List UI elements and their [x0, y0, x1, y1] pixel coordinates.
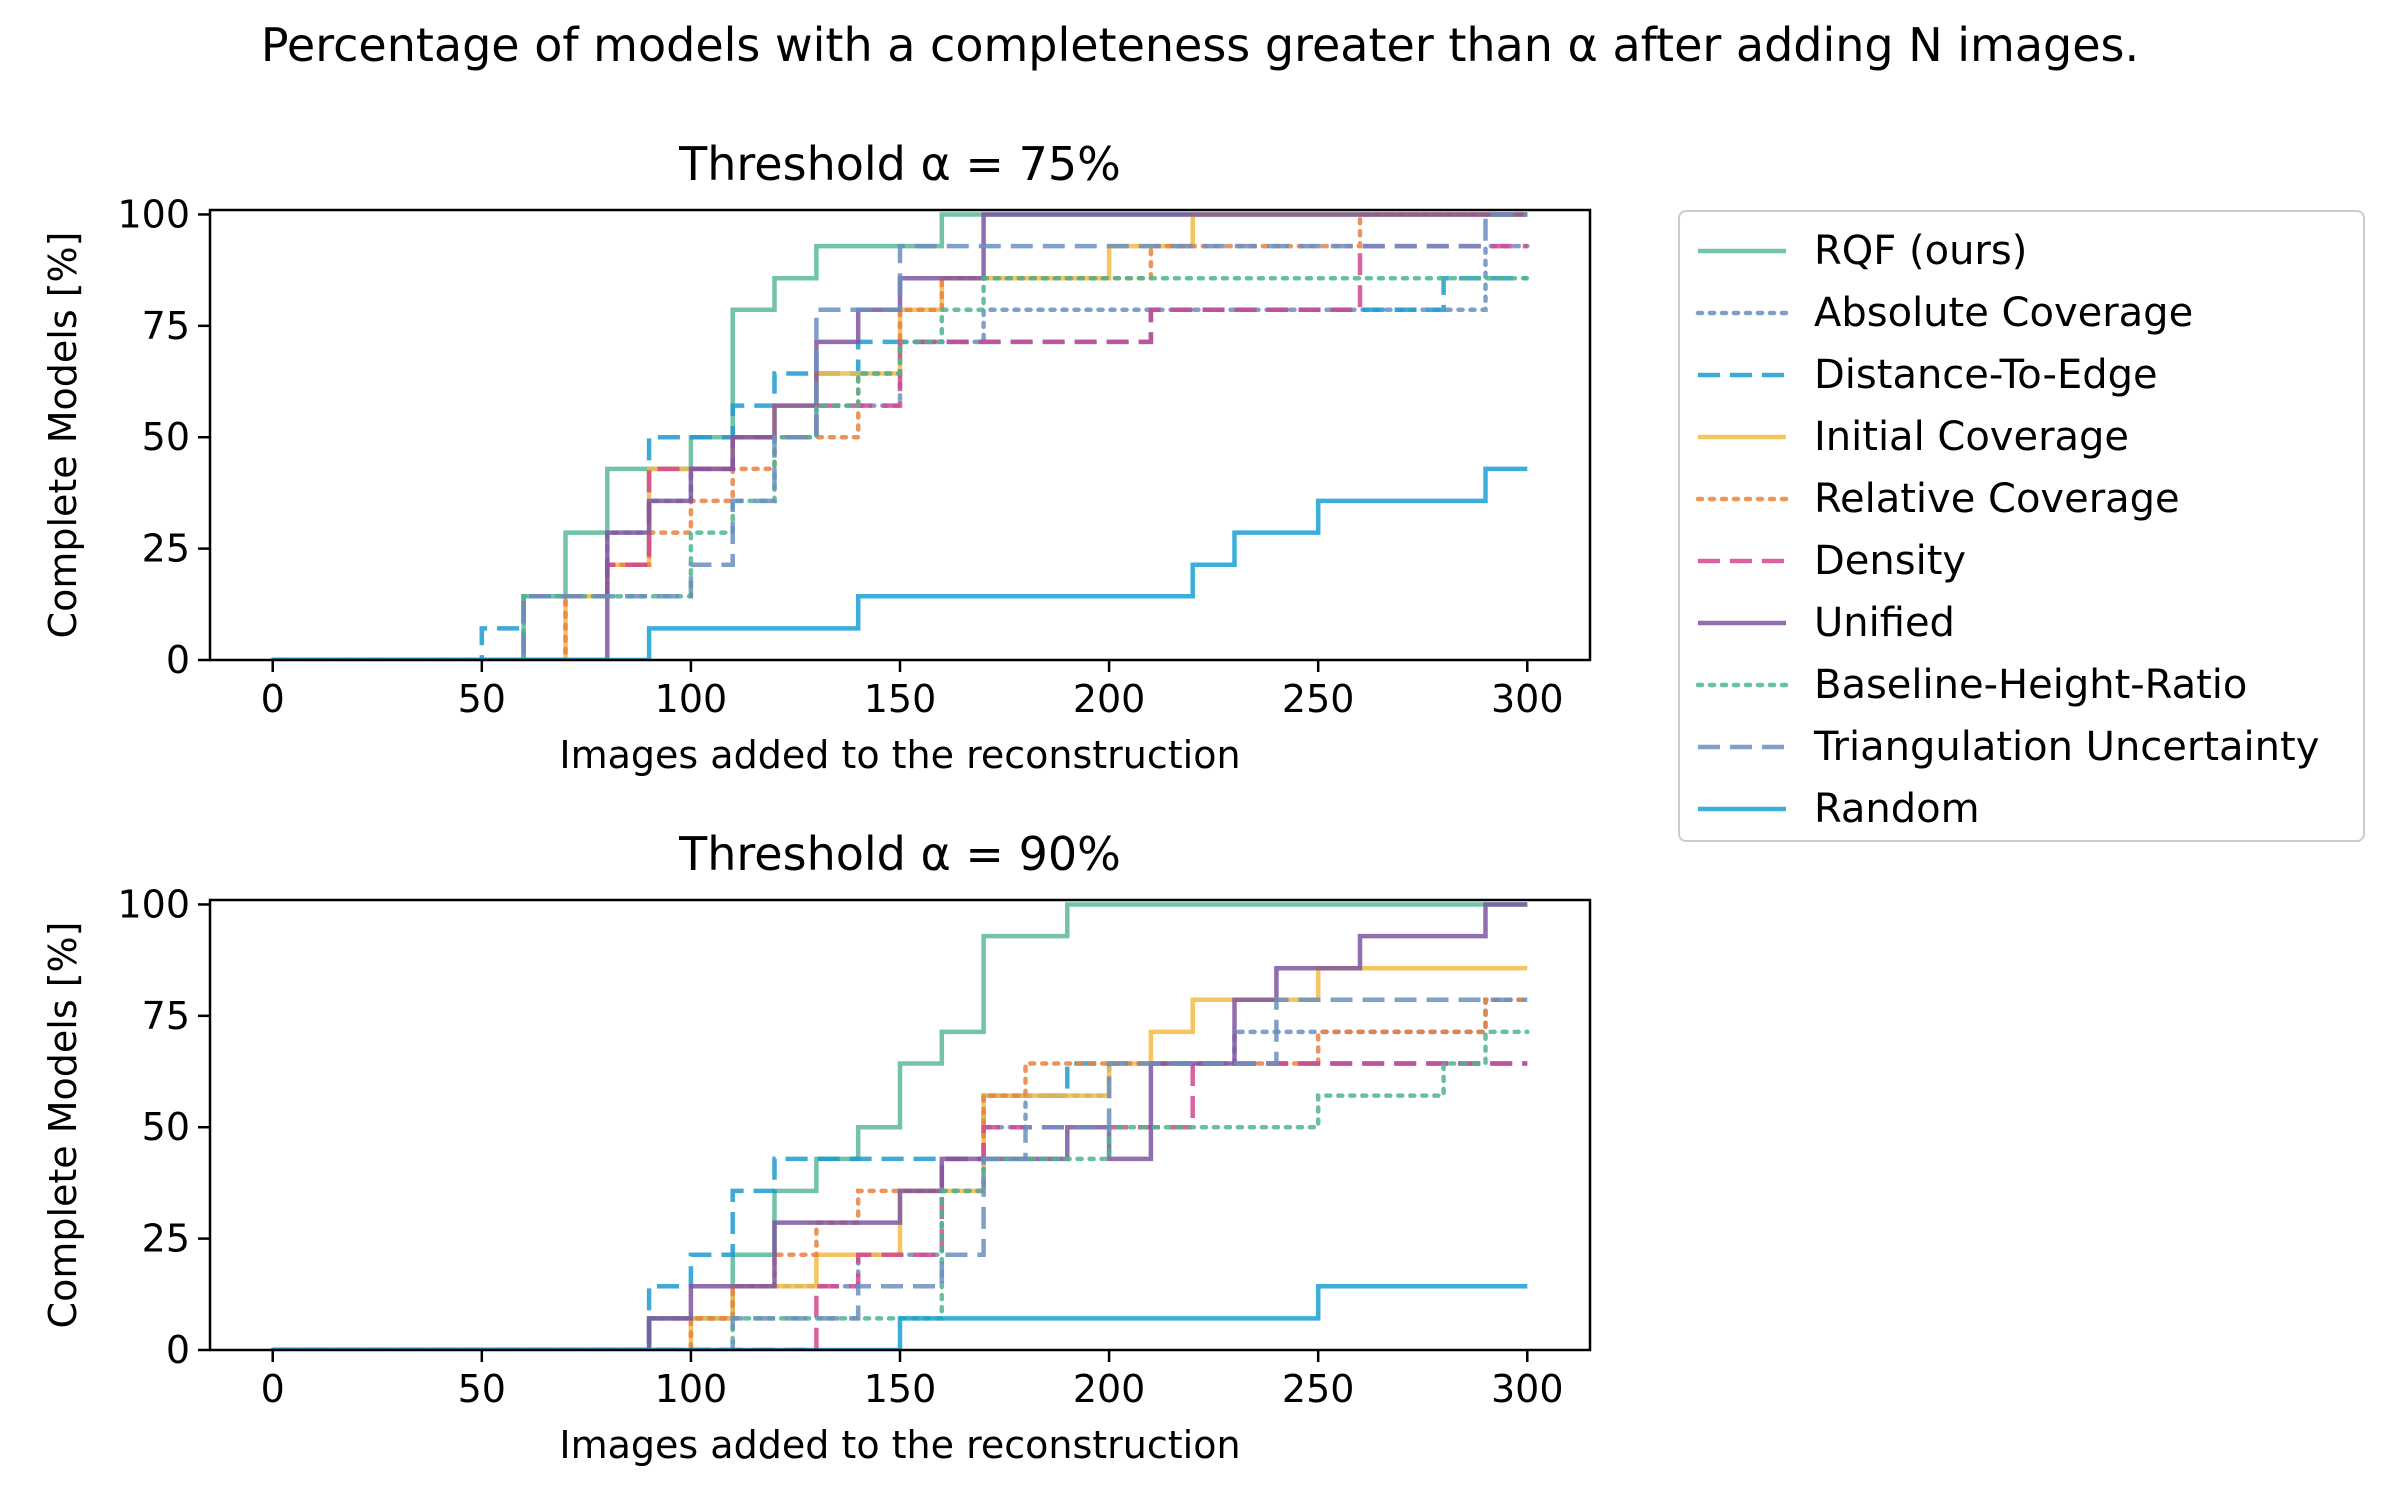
y-tick-label: 75 — [142, 304, 190, 348]
series-line-triangulation-uncertainty — [272, 212, 1528, 660]
y-tick-label: 25 — [142, 1217, 190, 1261]
legend-label: Unified — [1814, 600, 1955, 646]
legend-label: Random — [1814, 786, 1980, 832]
legend: RQF (ours) Absolute Coverage Distance-To-E… — [1678, 210, 2365, 842]
x-tick-label: 100 — [655, 677, 728, 721]
y-tick-label: 100 — [117, 882, 190, 926]
legend-item: Unified — [1680, 594, 2363, 656]
legend-swatch — [1698, 744, 1786, 750]
chart-title: Threshold α = 90% — [678, 827, 1121, 881]
legend-swatch — [1698, 248, 1786, 254]
series-line-absolute-coverage — [270, 997, 1530, 1350]
x-tick-label: 0 — [261, 677, 285, 721]
legend-label: Density — [1814, 538, 1967, 584]
legend-label: Absolute Coverage — [1814, 290, 2194, 336]
legend-swatch — [1695, 310, 1789, 316]
x-tick-label: 250 — [1282, 1367, 1355, 1411]
legend-swatch — [1698, 372, 1786, 378]
y-tick-label: 0 — [166, 1328, 190, 1372]
chart-title: Threshold α = 75% — [678, 137, 1121, 191]
x-tick-label: 200 — [1073, 1367, 1146, 1411]
figure-title: Percentage of models with a completeness… — [260, 18, 2140, 72]
series-line-random — [272, 466, 1528, 660]
legend-item: Absolute Coverage — [1680, 284, 2363, 346]
legend-item: Distance-To-Edge — [1680, 346, 2363, 408]
x-tick-label: 250 — [1282, 677, 1355, 721]
legend-swatch — [1698, 434, 1786, 440]
y-tick-label: 0 — [166, 638, 190, 682]
legend-item: Density — [1680, 532, 2363, 594]
chart-panel-1: Threshold α = 75% 0 50 100 150 200 250 300 0 25 50… — [41, 137, 1592, 777]
legend-label: Relative Coverage — [1814, 476, 2180, 522]
legend-swatch — [1695, 682, 1789, 688]
legend-item: Relative Coverage — [1680, 470, 2363, 532]
y-axis-label: Complete Models [%] — [41, 922, 85, 1329]
chart-panel-2: Threshold α = 90% 0 50 100 150 200 250 300 0 25 50… — [41, 827, 1592, 1467]
x-axis-label: Images added to the reconstruction — [559, 1423, 1240, 1467]
x-tick-label: 50 — [458, 1367, 506, 1411]
x-tick-label: 50 — [458, 677, 506, 721]
y-tick-label: 50 — [142, 1105, 190, 1149]
legend-item: Random — [1680, 780, 2363, 842]
legend-swatch — [1698, 558, 1786, 564]
y-tick-label: 25 — [142, 527, 190, 571]
legend-item: RQF (ours) — [1680, 222, 2363, 284]
x-tick-label: 200 — [1073, 677, 1146, 721]
legend-label: Initial Coverage — [1814, 414, 2130, 460]
legend-swatch — [1698, 806, 1786, 812]
series-line-rqf-ours — [272, 902, 1528, 1350]
y-tick-label: 50 — [142, 415, 190, 459]
x-tick-label: 0 — [261, 1367, 285, 1411]
x-tick-label: 100 — [655, 1367, 728, 1411]
legend-item: Initial Coverage — [1680, 408, 2363, 470]
y-tick-label: 100 — [117, 192, 190, 236]
x-tick-label: 300 — [1491, 677, 1564, 721]
legend-label: RQF (ours) — [1814, 228, 2028, 274]
series-line-triangulation-uncertainty — [272, 997, 1528, 1350]
x-tick-label: 300 — [1491, 1367, 1564, 1411]
x-tick-label: 150 — [864, 1367, 937, 1411]
legend-item: Baseline-Height-Ratio — [1680, 656, 2363, 718]
legend-item: Triangulation Uncertainty — [1680, 718, 2363, 780]
legend-label: Distance-To-Edge — [1814, 352, 2158, 398]
x-tick-label: 150 — [864, 677, 937, 721]
legend-swatch — [1698, 620, 1786, 626]
x-axis-label: Images added to the reconstruction — [559, 733, 1240, 777]
y-axis-label: Complete Models [%] — [41, 232, 85, 639]
series-line-relative-coverage — [270, 997, 1530, 1350]
legend-swatch — [1695, 496, 1789, 502]
legend-label: Baseline-Height-Ratio — [1814, 662, 2248, 708]
series-line-random — [272, 1284, 1528, 1350]
legend-label: Triangulation Uncertainty — [1814, 724, 2320, 770]
y-tick-label: 75 — [142, 994, 190, 1038]
